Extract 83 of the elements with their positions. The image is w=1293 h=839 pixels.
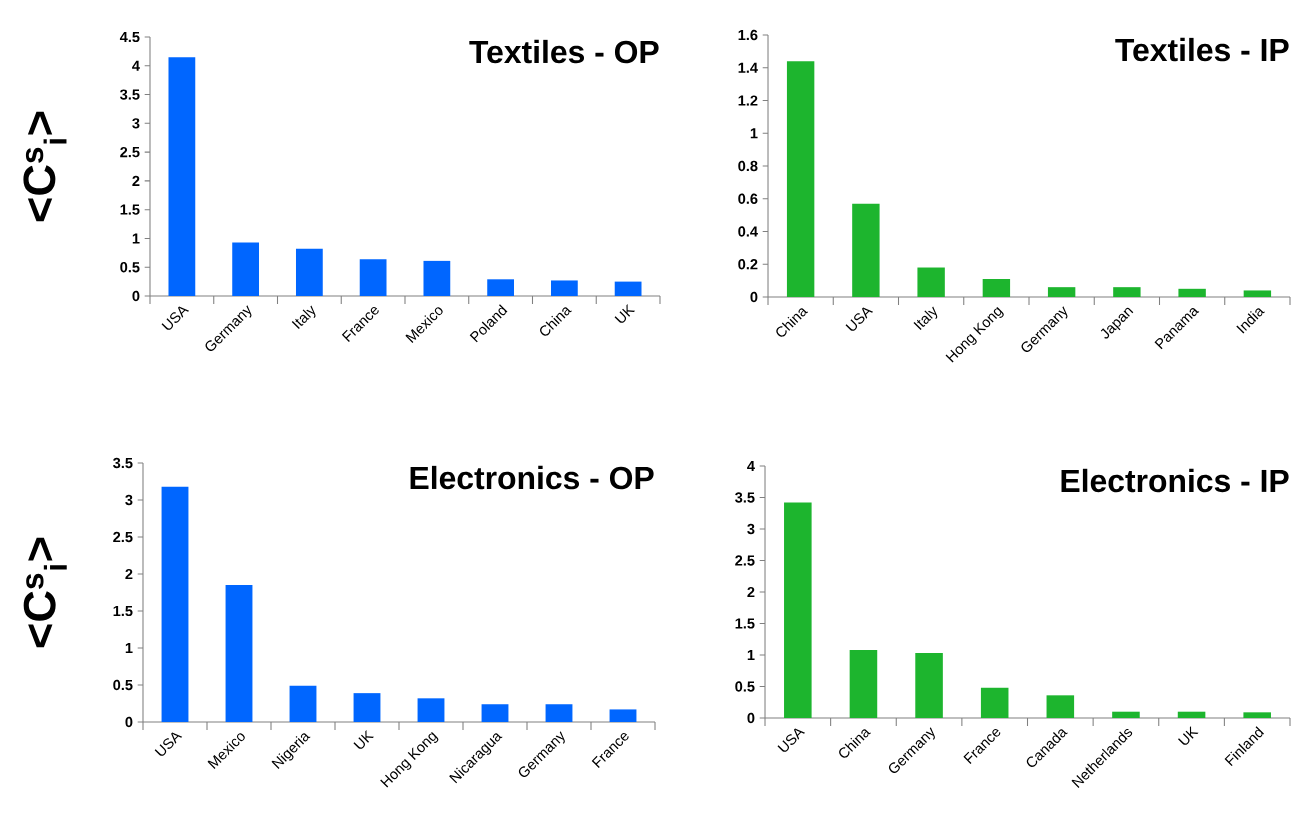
bar xyxy=(161,486,189,722)
bar xyxy=(359,259,387,296)
y-tick-label: 1 xyxy=(125,642,133,654)
y-tick-label: 2 xyxy=(132,175,140,186)
bar xyxy=(849,649,878,718)
bar xyxy=(1112,711,1140,718)
y-tick-label: 0 xyxy=(750,291,758,303)
y-tick-label: 2.5 xyxy=(735,555,755,566)
bar xyxy=(609,709,637,722)
bar xyxy=(545,704,573,722)
x-tick-label: USA xyxy=(154,732,183,756)
y-tick-label: 0.5 xyxy=(735,681,755,692)
x-tick-label: UK xyxy=(614,304,636,323)
bar xyxy=(289,685,317,722)
y-tick-label: 2.5 xyxy=(113,531,133,543)
bar xyxy=(550,280,578,296)
y-tick-label: 0.4 xyxy=(738,226,758,237)
y-tick-label: 0 xyxy=(125,716,133,728)
y-tick-label: 0 xyxy=(132,290,140,302)
x-tick-label: UK xyxy=(1178,726,1199,745)
bar xyxy=(295,248,323,296)
bar xyxy=(980,687,1009,718)
y-tick-label: 1.5 xyxy=(120,204,140,215)
y-tick-label: 3 xyxy=(125,494,133,506)
bar xyxy=(786,61,815,297)
chart-title: Textiles - OP xyxy=(469,39,659,64)
y-tick-label: 1 xyxy=(747,649,755,661)
y-tick-label: 0.8 xyxy=(738,160,758,172)
y-tick-label: 1 xyxy=(132,233,140,244)
bar xyxy=(168,57,196,296)
y-tick-label: 1 xyxy=(750,128,758,139)
bar xyxy=(353,693,381,722)
bar xyxy=(417,698,445,722)
y-tick-label: 3.5 xyxy=(113,457,133,469)
x-tick-label: USA xyxy=(777,728,806,752)
y-tick-label: 0.6 xyxy=(738,193,758,204)
y-tick-label: 0.5 xyxy=(120,262,140,273)
bar xyxy=(232,242,260,296)
bar xyxy=(917,267,945,297)
y-tick-label: 2 xyxy=(125,568,133,580)
y-tick-label: 2.5 xyxy=(120,146,140,158)
y-tick-label: 3 xyxy=(132,118,140,129)
bar xyxy=(225,585,253,722)
x-tick-label: USA xyxy=(161,306,190,330)
y-axis-title: <C$^{s}$$_{i}$> xyxy=(23,111,67,222)
y-axis-title: <C$^{s}$$_{i}$> xyxy=(23,537,67,648)
y-tick-label: 1.5 xyxy=(735,618,755,629)
chart-title: Textiles - IP xyxy=(1115,37,1289,62)
bar xyxy=(1047,287,1076,297)
bar xyxy=(784,502,812,718)
bar xyxy=(1046,695,1075,718)
y-tick-label: 4.5 xyxy=(119,31,140,43)
bar xyxy=(1113,287,1141,297)
y-tick-label: 1.6 xyxy=(738,29,758,41)
bar xyxy=(1243,712,1271,718)
bar xyxy=(423,260,451,296)
y-tick-label: 1.2 xyxy=(738,95,758,106)
bar xyxy=(915,653,943,718)
x-tick-label: Italy xyxy=(913,306,938,331)
bar xyxy=(852,203,880,297)
y-tick-label: 3 xyxy=(747,523,755,535)
bar xyxy=(481,704,509,722)
bar xyxy=(1177,711,1206,718)
y-tick-label: 1.4 xyxy=(738,62,758,73)
chart-title: Electronics - OP xyxy=(410,465,654,490)
x-tick-label: Italy xyxy=(291,305,316,330)
y-tick-label: 4 xyxy=(132,60,140,71)
bar xyxy=(1178,288,1206,297)
y-tick-label: 4 xyxy=(747,460,755,472)
y-tick-label: 0 xyxy=(747,712,755,724)
y-tick-label: 3.5 xyxy=(735,492,755,503)
bar xyxy=(982,278,1011,297)
x-tick-label: USA xyxy=(845,307,874,331)
y-tick-label: 0.5 xyxy=(113,679,133,691)
bar xyxy=(1243,290,1272,297)
bar xyxy=(487,279,515,296)
y-tick-label: 0.2 xyxy=(738,259,758,270)
y-tick-label: 3.5 xyxy=(120,89,140,100)
chart-title: Electronics - IP xyxy=(1061,468,1289,493)
y-tick-label: 2 xyxy=(747,586,755,598)
y-tick-label: 1.5 xyxy=(113,605,133,617)
x-tick-label: UK xyxy=(353,730,374,749)
bar xyxy=(614,281,642,296)
